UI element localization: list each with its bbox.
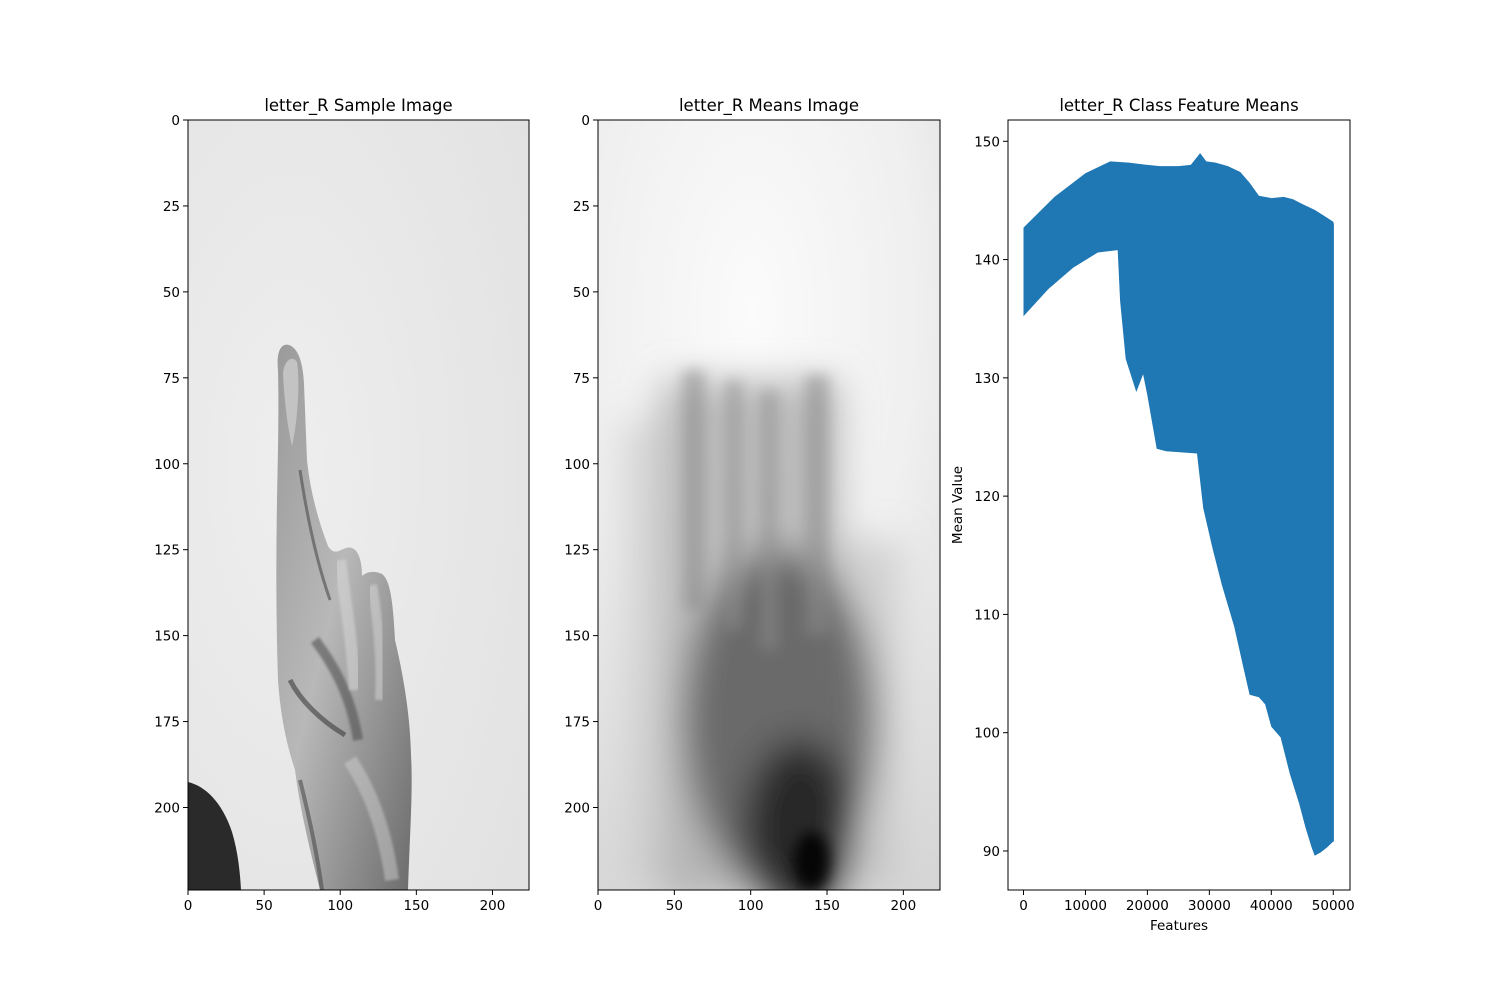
x-tick-label: 200 [890, 898, 916, 914]
x-tick-label: 0 [594, 898, 603, 914]
x-tick-label: 10000 [1064, 898, 1107, 914]
y-tick-label: 175 [564, 715, 590, 731]
y-tick-label: 75 [573, 371, 590, 387]
x-tick-label: 30000 [1188, 898, 1231, 914]
y-tick-label: 50 [163, 285, 180, 301]
x-tick-label: 100 [327, 898, 353, 914]
y-tick-label: 25 [163, 199, 180, 215]
y-tick-label: 100 [974, 726, 1000, 742]
x-tick-label: 100 [738, 898, 764, 914]
feature-means-ylabel: Mean Value [950, 466, 966, 544]
feature-means-band [1023, 153, 1334, 856]
x-tick-label: 50000 [1312, 898, 1355, 914]
y-tick-label: 140 [974, 253, 1000, 269]
x-tick-label: 0 [1019, 898, 1028, 914]
y-tick-label: 175 [154, 715, 180, 731]
x-tick-label: 150 [814, 898, 840, 914]
means-image-title: letter_R Means Image [679, 96, 859, 116]
sample-image [188, 120, 529, 890]
y-tick-label: 25 [573, 199, 590, 215]
x-tick-label: 20000 [1126, 898, 1169, 914]
feature-means-title: letter_R Class Feature Means [1059, 96, 1298, 116]
y-tick-label: 125 [154, 543, 180, 559]
sample-image-axis-ticks: 0 50 100 150 200 0 25 50 75 100 125 150 175 200 [154, 113, 505, 914]
y-tick-label: 125 [564, 543, 590, 559]
y-tick-label: 200 [564, 801, 590, 817]
x-tick-label: 150 [403, 898, 429, 914]
feature-means-axis-ticks: 0 10000 20000 30000 40000 50000 90 100 110 120 130… [974, 134, 1355, 914]
y-tick-label: 200 [154, 801, 180, 817]
feature-means-panel: letter_R Class Feature Means 0 10000 20000… [950, 96, 1355, 934]
y-tick-label: 130 [974, 371, 1000, 387]
means-image-axis-ticks: 0 50 100 150 200 0 25 50 75 100 125 150 175 200 [564, 113, 916, 914]
y-tick-label: 100 [154, 457, 180, 473]
y-tick-label: 120 [974, 489, 1000, 505]
y-tick-label: 75 [163, 371, 180, 387]
x-tick-label: 0 [184, 898, 193, 914]
means-image-panel: letter_R Means Image 0 50 100 150 200 0 25 50 75… [564, 96, 941, 914]
x-tick-label: 50 [666, 898, 683, 914]
x-tick-label: 50 [256, 898, 273, 914]
y-tick-label: 150 [974, 134, 1000, 150]
means-image [598, 120, 940, 890]
y-tick-label: 0 [171, 113, 180, 129]
y-tick-label: 90 [983, 844, 1000, 860]
y-tick-label: 100 [564, 457, 590, 473]
y-tick-label: 50 [573, 285, 590, 301]
x-tick-label: 200 [480, 898, 506, 914]
sample-image-title: letter_R Sample Image [264, 96, 452, 116]
y-tick-label: 150 [564, 629, 590, 645]
y-tick-label: 150 [154, 629, 180, 645]
x-tick-label: 40000 [1250, 898, 1293, 914]
y-tick-label: 110 [974, 607, 1000, 623]
y-tick-label: 0 [581, 113, 590, 129]
sample-image-panel: letter_R Sample Image 0 50 100 150 200 0 25 50 7… [154, 96, 530, 914]
feature-means-xlabel: Features [1150, 918, 1208, 934]
